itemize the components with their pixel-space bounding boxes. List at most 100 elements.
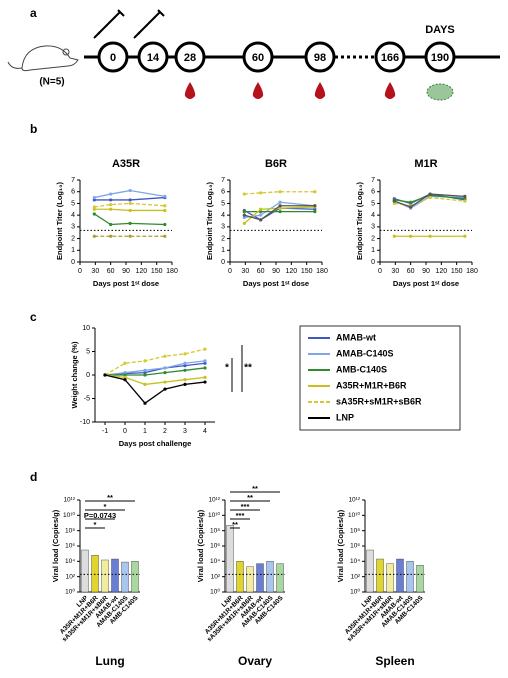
bar — [266, 561, 274, 593]
point — [242, 215, 246, 220]
x-tick-label: 30 — [391, 268, 399, 275]
bar — [276, 563, 284, 593]
chart-title: A35R — [112, 158, 140, 170]
x-tick-label: 3 — [183, 428, 187, 435]
point — [123, 378, 127, 382]
series-line — [394, 194, 465, 203]
comparison-label: ** — [107, 493, 113, 502]
y-tick-label: 10⁸ — [65, 527, 75, 534]
point — [143, 371, 147, 375]
point — [109, 207, 113, 211]
day-label: 166 — [381, 52, 399, 64]
day-label: 98 — [314, 52, 326, 64]
point — [128, 208, 132, 213]
point — [242, 213, 246, 217]
y-tick-label: 6 — [71, 189, 75, 196]
point — [183, 352, 187, 356]
point — [163, 387, 167, 391]
series-line — [104, 348, 206, 376]
point — [109, 234, 113, 238]
x-tick-label: 0 — [78, 268, 82, 275]
y-tick-label: 6 — [221, 189, 225, 196]
y-tick-label: 10¹² — [208, 497, 220, 504]
legend-label: AMAB-C140S — [336, 348, 394, 358]
point — [123, 373, 127, 377]
point — [92, 212, 96, 216]
y-tick-label: 10¹⁰ — [348, 511, 360, 519]
point — [392, 199, 396, 203]
blood-drop — [184, 82, 196, 99]
significance-label: ** — [244, 363, 252, 374]
point — [278, 204, 282, 208]
point — [183, 361, 187, 365]
y-tick-label: 3 — [371, 224, 375, 231]
bar — [256, 563, 264, 593]
day-circle — [424, 41, 456, 73]
point — [259, 191, 263, 195]
day-label: 28 — [184, 52, 196, 64]
panel-label: c — [30, 310, 37, 324]
day-circle — [242, 41, 274, 73]
day-label: 190 — [431, 52, 449, 64]
point — [183, 368, 187, 372]
bar — [121, 561, 129, 593]
legend-label: AMB-C140S — [336, 364, 387, 374]
x-tick-label: 90 — [122, 268, 130, 275]
x-tick-label: 60 — [107, 268, 115, 275]
x-tick-label: 0 — [123, 428, 127, 435]
x-tick-label: 150 — [301, 268, 313, 275]
y-tick-label: 10⁴ — [65, 558, 75, 565]
y-tick-label: 10¹⁰ — [63, 511, 75, 519]
point — [143, 373, 147, 377]
y-tick-label: 6 — [371, 189, 375, 196]
y-axis-label: Weight change (%) — [70, 341, 79, 408]
x-tick-label: 150 — [451, 268, 463, 275]
y-tick-label: 2 — [371, 235, 375, 242]
point — [313, 190, 317, 194]
day-circle — [174, 41, 206, 73]
chart-title: Ovary — [238, 654, 272, 668]
x-tick-label: 30 — [91, 268, 99, 275]
bar — [406, 561, 414, 593]
legend-label: LNP — [336, 412, 354, 422]
point — [143, 382, 147, 386]
y-tick-label: 10² — [351, 573, 361, 580]
bar — [376, 558, 384, 593]
virus-icon — [426, 83, 454, 101]
y-tick-label: 10 — [82, 325, 90, 332]
point — [259, 218, 263, 222]
y-tick-label: 10¹² — [348, 497, 360, 504]
y-tick-label: 10⁶ — [210, 543, 220, 550]
y-tick-label: 10⁸ — [210, 527, 220, 534]
y-tick-label: 10⁶ — [350, 543, 360, 550]
series-line — [243, 207, 315, 221]
x-axis-label: Days post 1ˢᵗ dose — [393, 279, 459, 288]
y-tick-label: -10 — [80, 419, 90, 426]
x-tick-label: 180 — [316, 268, 328, 275]
y-axis-label: Endpoint Titer (Log₁₀) — [205, 182, 214, 260]
point — [463, 197, 467, 201]
y-tick-label: 10⁴ — [350, 558, 360, 565]
y-tick-label: 7 — [371, 177, 375, 184]
bar — [226, 525, 234, 593]
point — [109, 222, 113, 227]
day-circle — [97, 41, 129, 73]
point — [313, 204, 317, 208]
series-line — [243, 206, 315, 224]
comparison-label: *** — [236, 511, 245, 520]
significance-label: * — [225, 363, 229, 374]
point — [183, 382, 187, 386]
panel-label: b — [30, 122, 37, 136]
y-axis-label: Endpoint Titer (Log₁₀) — [55, 182, 64, 260]
y-tick-label: 1 — [221, 247, 225, 254]
x-axis-label: Days post 1ˢᵗ dose — [93, 279, 159, 288]
point — [278, 190, 282, 194]
day-label: 0 — [110, 52, 116, 64]
y-tick-label: 10⁶ — [65, 543, 75, 550]
point — [203, 375, 207, 379]
y-tick-label: 2 — [221, 235, 225, 242]
y-tick-label: 4 — [71, 212, 75, 219]
point — [92, 205, 96, 209]
point — [278, 210, 282, 214]
